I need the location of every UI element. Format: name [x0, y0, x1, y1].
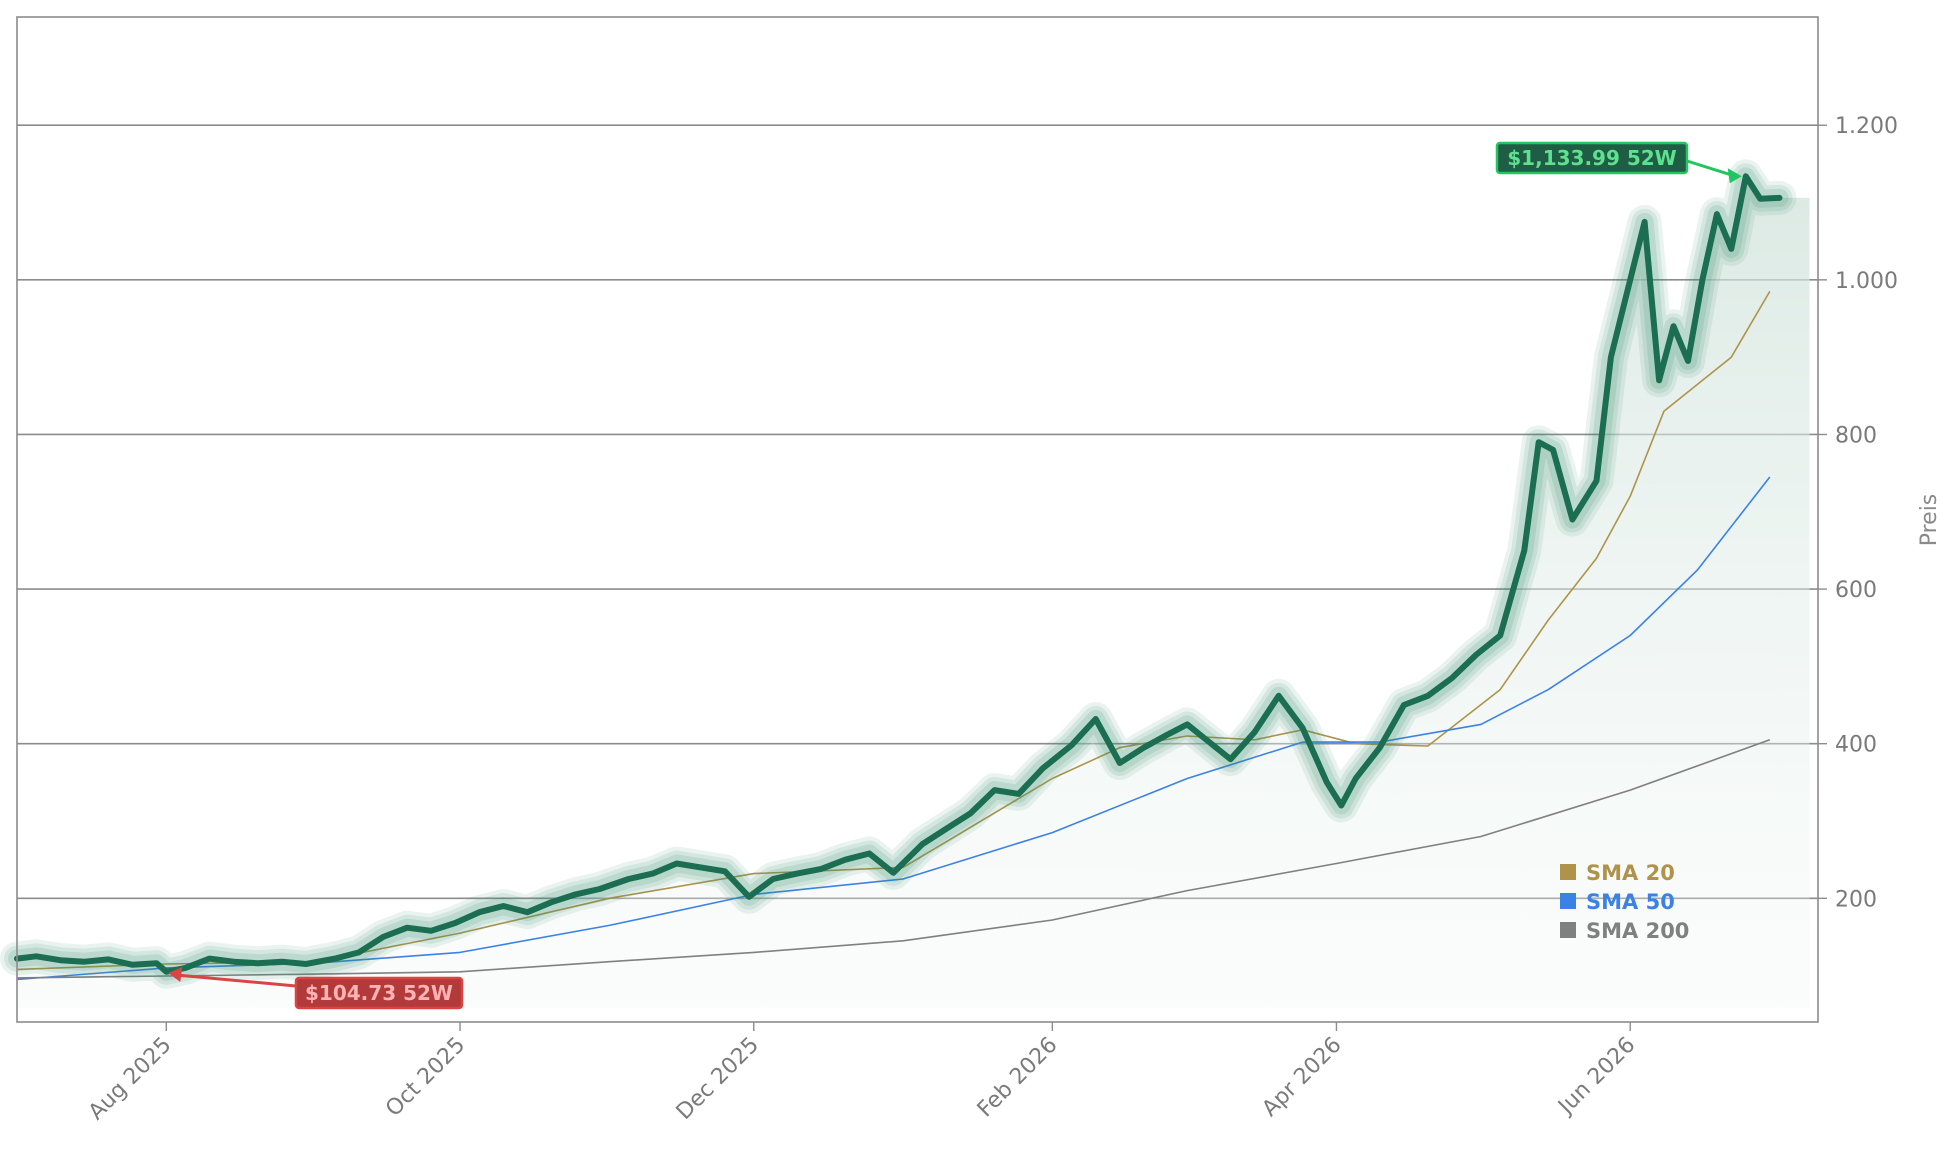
- x-tick-label: Jun 2026: [1553, 1033, 1641, 1121]
- sma-lines: [16, 290, 1771, 981]
- y-tick-label: 200: [1835, 887, 1877, 912]
- low-callout-arrowhead: [168, 966, 183, 982]
- x-tick-label: Oct 2025: [381, 1033, 470, 1122]
- price-area-fill: [17, 176, 1810, 1009]
- x-axis-ticks: Aug 2025 Oct 2025 Dec 2025 Feb 2026 Apr 2026…: [84, 1022, 1641, 1126]
- x-tick-label: Apr 2026: [1258, 1033, 1347, 1122]
- plot-border: [16, 16, 1819, 1023]
- legend-label: SMA 20: [1586, 861, 1675, 885]
- high-callout-arrow: [1686, 159, 1737, 178]
- y-axis-title: Preis: [1917, 494, 1942, 547]
- y-tick-label: 400: [1835, 733, 1877, 758]
- legend-label: SMA 200: [1586, 919, 1689, 943]
- price-area: [17, 176, 1810, 1009]
- plot-frame: [16, 16, 1819, 1023]
- legend-swatch: [1560, 864, 1576, 880]
- x-tick-label: Feb 2026: [973, 1033, 1063, 1123]
- price-line: [14, 173, 1783, 975]
- sma-line-sma200: [16, 739, 1771, 979]
- annotations: $1,133.99 52W $104.73 52W: [168, 141, 1742, 1010]
- legend-label: SMA 50: [1586, 890, 1675, 914]
- legend-swatch: [1560, 922, 1576, 938]
- high-callout-box: [1495, 141, 1689, 175]
- y-axis-ticks: 200 400 600 800 1.000 1.200: [1818, 114, 1898, 912]
- price-series: [0, 159, 1797, 989]
- high-callout-arrowhead: [1727, 168, 1742, 184]
- y-tick-label: 800: [1835, 423, 1877, 448]
- low-callout-label: $104.73 52W: [305, 981, 453, 1005]
- low-callout-arrow: [176, 973, 297, 988]
- low-callout-box: [294, 976, 464, 1010]
- x-tick-label: Dec 2025: [672, 1033, 764, 1125]
- y-tick-label: 1.200: [1835, 114, 1898, 139]
- high-callout-label: $1,133.99 52W: [1507, 146, 1676, 170]
- sma-line-sma20: [16, 290, 1771, 971]
- y-tick-label: 1.000: [1835, 269, 1898, 294]
- sma-line-sma50: [16, 476, 1771, 981]
- y-tick-label: 600: [1835, 578, 1877, 603]
- x-tick-label: Aug 2025: [84, 1033, 177, 1126]
- legend-swatch: [1560, 893, 1576, 909]
- legend: SMA 20 SMA 50 SMA 200: [1560, 861, 1689, 943]
